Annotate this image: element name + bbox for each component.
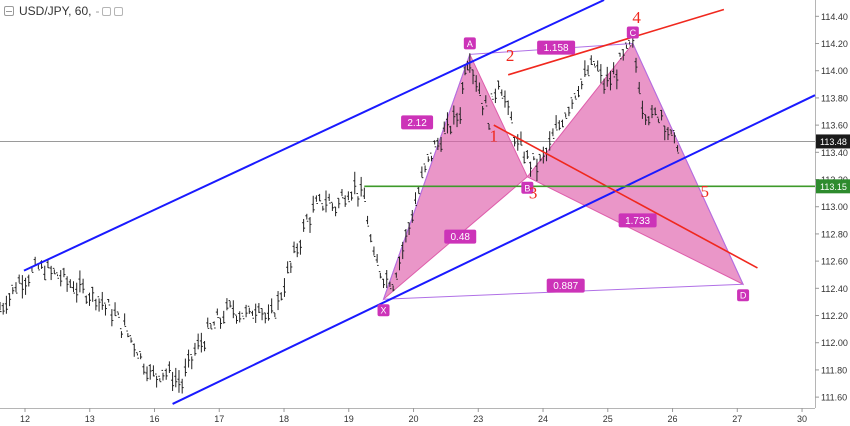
pattern-point-marker [737, 289, 750, 302]
ratio-label-box [546, 278, 585, 293]
y-tick-label: 114.00 [821, 66, 848, 76]
x-tick-label: 26 [668, 414, 678, 424]
level-price-badge-box [816, 179, 850, 194]
collapse-icon[interactable] [4, 6, 14, 16]
x-tick-label: 19 [344, 414, 354, 424]
y-tick-label: 113.00 [821, 202, 848, 212]
ratio-label-text: 0.887 [553, 281, 578, 292]
y-tick-label: 112.40 [821, 284, 848, 294]
symbol-label: USD/JPY, 60, [19, 4, 92, 18]
wave-label: 3 [529, 184, 538, 203]
channel-lower-line [172, 94, 816, 405]
x-tick-label: 27 [732, 414, 742, 424]
pattern-point-marker [521, 181, 534, 194]
last-price-badge-box [816, 134, 850, 149]
x-tick-label: 18 [279, 414, 289, 424]
x-tick-label: 24 [538, 414, 548, 424]
red-trend-lower [493, 124, 758, 269]
x-tick-label: 23 [473, 414, 483, 424]
x-tick-label: 16 [150, 414, 160, 424]
y-tick-label: 114.20 [821, 39, 848, 49]
y-tick-label: 111.80 [821, 365, 847, 375]
y-tick-label: 113.80 [821, 93, 848, 103]
ratio-label-text: 1.158 [544, 43, 569, 54]
ratio-label-box [444, 229, 477, 244]
fullscreen-icon[interactable] [114, 6, 124, 16]
x-tick-label: 30 [797, 414, 807, 424]
candles-group [0, 27, 680, 394]
pattern-point-marker [377, 304, 390, 317]
chart-header: USD/JPY, 60, - [0, 0, 124, 22]
y-tick-label: 113.60 [821, 121, 848, 131]
y-tick-label: 112.60 [821, 257, 848, 267]
y-tick-label: 112.80 [821, 229, 848, 239]
x-tick-label: 17 [214, 414, 224, 424]
x-tick-label: 12 [20, 414, 30, 424]
wave-label: 2 [506, 46, 515, 65]
y-tick-label: 112.00 [821, 338, 848, 348]
pattern-point-label: C [630, 28, 637, 38]
x-tick-label: 25 [603, 414, 613, 424]
y-tick-label: 114.40 [821, 12, 848, 22]
last-price-badge-text: 113.48 [820, 137, 847, 147]
wave-label: 5 [700, 182, 709, 201]
ratio-line-cd [632, 43, 744, 285]
y-tick-label: 112.20 [821, 311, 848, 321]
pattern-point-label: D [740, 291, 747, 301]
wave-label: 4 [632, 8, 641, 27]
ratio-line-xa [383, 54, 471, 300]
pattern-point-label: A [467, 39, 473, 49]
pattern-point-label: B [524, 183, 530, 193]
wave-label: 1 [490, 126, 499, 145]
y-tick-label: 113.40 [821, 148, 848, 158]
pattern-point-label: X [381, 306, 387, 316]
ratio-label-text: 1.733 [625, 216, 650, 227]
x-tick-label: 13 [85, 414, 95, 424]
ratio-label-box [401, 115, 434, 130]
level-price-badge-text: 113.15 [820, 182, 847, 192]
ratio-label-box [618, 213, 657, 228]
settings-icon[interactable] [102, 6, 112, 16]
y-tick-label: 111.60 [821, 393, 847, 403]
pattern-point-marker [463, 37, 476, 50]
pattern-point-marker [626, 26, 639, 39]
channel-upper-line [23, 0, 605, 272]
ratio-label-box [537, 40, 576, 55]
ratio-label-text: 2.12 [407, 118, 427, 129]
x-tick-label: 20 [409, 414, 419, 424]
red-trend-upper [507, 8, 725, 76]
symbol-suffix: - [95, 4, 100, 18]
ratio-label-text: 0.48 [451, 232, 471, 243]
